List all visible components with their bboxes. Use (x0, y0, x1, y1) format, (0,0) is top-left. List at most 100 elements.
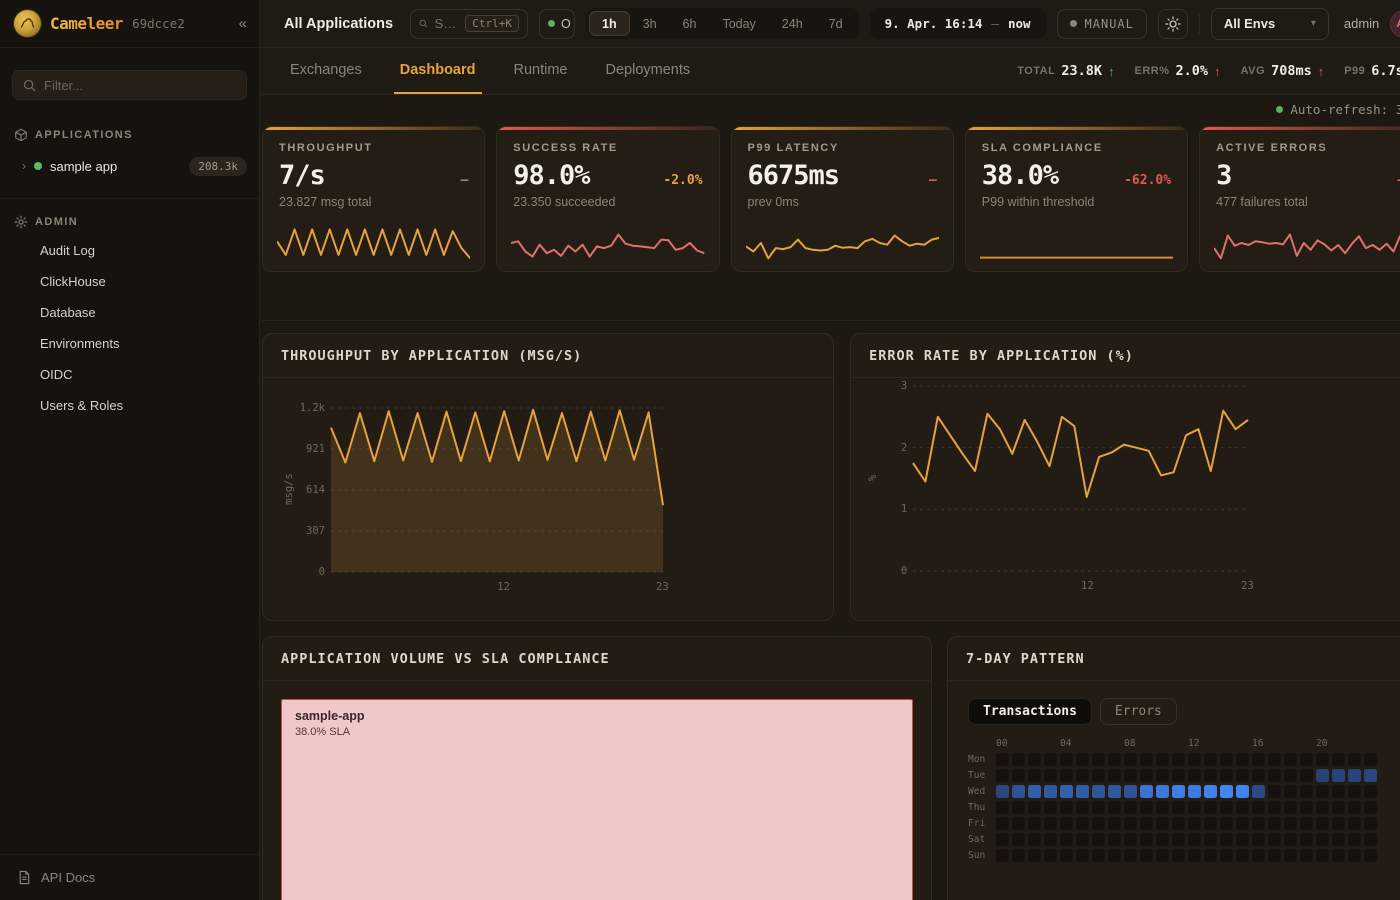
heatmap-cell (1316, 753, 1329, 766)
global-search-button[interactable]: S… Ctrl+K (410, 8, 529, 39)
tab-dashboard[interactable]: Dashboard (393, 48, 482, 94)
filter-input[interactable]: Filter... (12, 70, 247, 100)
heatmap-cell (1300, 817, 1313, 830)
user-avatar[interactable]: AD (1390, 9, 1400, 38)
heatmap-cell (1172, 769, 1185, 782)
heatmap-cell (1076, 833, 1089, 846)
sidebar-item-database[interactable]: Database (40, 305, 96, 320)
heatmap-row-sun: Sun (968, 849, 1400, 862)
date-to: now (1007, 16, 1031, 31)
connection-status-button[interactable]: O (539, 8, 576, 39)
heatmap-cell (1060, 849, 1073, 862)
heatmap-row-sat: Sat (968, 833, 1400, 846)
date-range-display[interactable]: 9. Apr. 16:14 – now (869, 8, 1046, 39)
build-hash: 69dcce2 (132, 16, 185, 31)
y-tick-label: 307 (306, 525, 325, 537)
heatmap-row-fri: Fri (968, 817, 1400, 830)
tab-deployments[interactable]: Deployments (605, 62, 691, 78)
topbar: All Applications S… Ctrl+K O 1h 3h 6h To… (260, 0, 1400, 48)
app-status-dot (34, 162, 42, 170)
heatmap-cell (1348, 769, 1361, 782)
heatmap-row-thu: Thu (968, 801, 1400, 814)
heatmap-cell (1364, 753, 1377, 766)
heatmap-cell (1044, 817, 1057, 830)
kpi-sparkline (746, 220, 939, 262)
heatmap-cell (1268, 817, 1281, 830)
heatmap-cell (1124, 753, 1137, 766)
treemap-node-sample-app[interactable]: sample-app 38.0% SLA (281, 699, 913, 900)
heatmap-cell (1252, 769, 1265, 782)
online-status-label: O (561, 16, 571, 31)
toggle-transactions[interactable]: Transactions (968, 698, 1092, 725)
time-range-3h[interactable]: 3h (642, 16, 657, 31)
heatmap-cell (1316, 801, 1329, 814)
theme-toggle-button[interactable] (1157, 8, 1188, 39)
heatmap-cell (1140, 753, 1153, 766)
heatmap-cell (1316, 849, 1329, 862)
manual-refresh-button[interactable]: MANUAL (1056, 8, 1147, 39)
heatmap-cell (1236, 833, 1249, 846)
kpi-accent-bar (263, 127, 485, 130)
heatmap-cell (1028, 753, 1041, 766)
heatmap-cell (1092, 753, 1105, 766)
heatmap-cell (1300, 785, 1313, 798)
tab-runtime[interactable]: Runtime (513, 62, 568, 78)
kpi-label: P99 LATENCY (747, 142, 839, 154)
heatmap-day-label: Thu (968, 802, 986, 813)
kpi-card-throughput: THROUGHPUT 7/s – 23.827 msg total (262, 126, 486, 272)
heatmap-cell (1364, 849, 1377, 862)
admin-section-header: ADMIN (0, 215, 259, 229)
tab-exchanges[interactable]: Exchanges (290, 62, 362, 78)
toggle-errors[interactable]: Errors (1099, 698, 1177, 725)
heatmap-cell (1268, 801, 1281, 814)
time-range-7d[interactable]: 7d (828, 16, 843, 31)
sidebar-item-oidc[interactable]: OIDC (40, 367, 73, 382)
charts-row: THROUGHPUT BY APPLICATION (MSG/S) msg/s 1… (262, 333, 1400, 621)
caret-down-icon: ▾ (1310, 18, 1316, 29)
kpi-value: 38.0% (981, 160, 1059, 191)
heatmap-cell (1012, 753, 1025, 766)
heatmap-cell (1236, 849, 1249, 862)
treemap-node-sla: 38.0% SLA (295, 726, 351, 738)
heatmap-cell (1252, 817, 1265, 830)
heatmap-cell (1332, 801, 1345, 814)
heatmap-cell (1300, 833, 1313, 846)
sidebar-item-audit-log[interactable]: Audit Log (40, 243, 95, 258)
chevron-right-icon[interactable]: › (22, 159, 26, 173)
heatmap-cell (1300, 753, 1313, 766)
heatmap-cell (1348, 785, 1361, 798)
time-range-6h[interactable]: 6h (682, 16, 697, 31)
stat-value: 23.8K (1061, 63, 1102, 79)
time-range-1h[interactable]: 1h (589, 11, 630, 36)
sidebar-collapse-icon[interactable]: « (238, 15, 247, 32)
x-tick-label: 23 (656, 581, 669, 593)
dashboard-content: Auto-refresh: 30s THROUGHPUT 7/s – 23.827… (260, 95, 1400, 900)
sidebar-item-sample-app[interactable]: › sample app 208.3k (0, 150, 259, 182)
api-docs-link[interactable]: API Docs (0, 854, 259, 900)
environment-select[interactable]: All Envs ▾ (1210, 7, 1329, 40)
kpi-label: SUCCESS RATE (513, 142, 618, 154)
sidebar-item-environments[interactable]: Environments (40, 336, 120, 351)
heatmap-cell (1188, 753, 1201, 766)
heatmap-cell (1012, 833, 1025, 846)
heatmap-cell (1156, 817, 1169, 830)
heatmap-cell (1332, 833, 1345, 846)
time-range-24h[interactable]: 24h (781, 16, 803, 31)
stat-label: ERR% (1134, 65, 1170, 77)
search-shortcut-kbd: Ctrl+K (465, 15, 520, 32)
sidebar-item-clickhouse[interactable]: ClickHouse (40, 274, 106, 289)
heatmap-cell (1236, 817, 1249, 830)
section-divider (262, 320, 1400, 321)
search-placeholder: S… (434, 16, 457, 31)
heatmap-cell (1316, 785, 1329, 798)
x-tick-label: 23 (1241, 580, 1254, 592)
heatmap-cell (1156, 769, 1169, 782)
heatmap-day-label: Fri (968, 818, 986, 829)
heatmap-day-label: Sat (968, 834, 986, 845)
heatmap-cell (1156, 801, 1169, 814)
sidebar-item-users-roles[interactable]: Users & Roles (40, 398, 124, 413)
heatmap-cell (1316, 833, 1329, 846)
time-range-today[interactable]: Today (722, 16, 756, 31)
kpi-sparkline (511, 220, 704, 262)
page-title: All Applications (284, 15, 394, 32)
